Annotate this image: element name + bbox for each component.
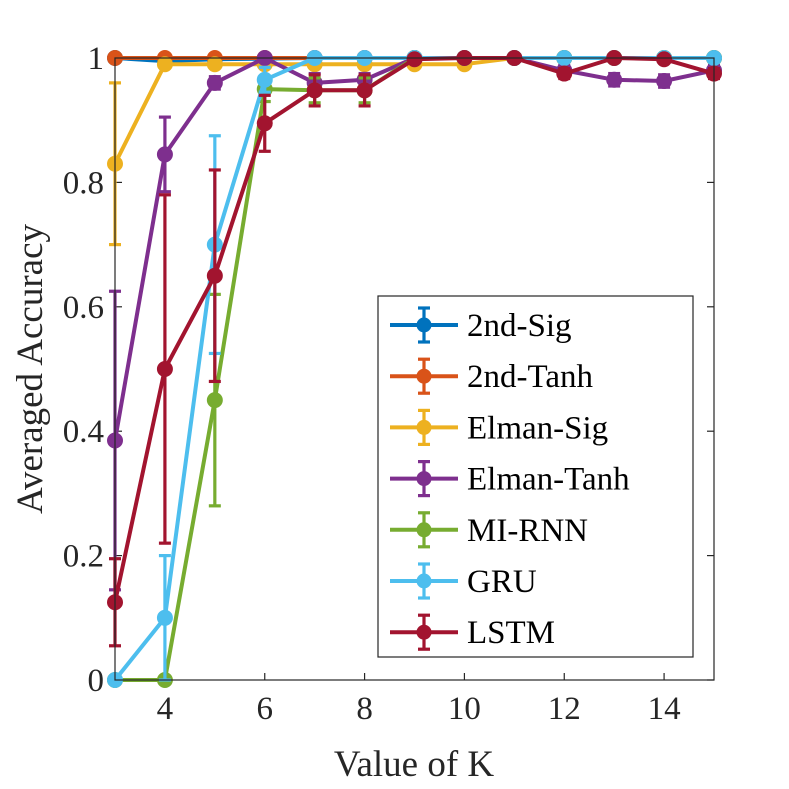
legend-label: Elman-Tanh xyxy=(467,462,630,498)
legend-label: 2nd-Sig xyxy=(467,308,572,344)
data-point xyxy=(156,609,173,626)
y-tick-label: 1 xyxy=(88,41,105,77)
data-point xyxy=(606,71,623,88)
legend-item-2nd-sig: 2nd-Sig xyxy=(390,306,572,344)
x-tick-label: 12 xyxy=(548,691,581,727)
data-point xyxy=(206,267,223,284)
legend-item-gru: GRU xyxy=(390,562,537,600)
data-point xyxy=(656,73,673,90)
y-tick-label: 0.8 xyxy=(63,165,104,201)
data-point xyxy=(556,65,573,82)
x-tick-label: 4 xyxy=(157,691,174,727)
data-point xyxy=(156,361,173,377)
y-tick-labels: 0 0.2 0.4 0.6 0.8 1 xyxy=(63,41,104,699)
legend-marker xyxy=(416,573,432,589)
legend-marker xyxy=(416,317,432,333)
y-tick-label: 0.6 xyxy=(63,290,104,326)
legend-marker xyxy=(416,419,432,435)
legend-label: MI-RNN xyxy=(467,513,588,549)
data-point xyxy=(406,51,423,68)
data-point xyxy=(656,51,673,68)
legend-item-2nd-tanh: 2nd-Tanh xyxy=(390,357,593,395)
data-point xyxy=(256,71,273,88)
legend-item-elman-tanh: Elman-Tanh xyxy=(390,460,630,498)
data-point xyxy=(206,56,223,73)
y-tick-label: 0 xyxy=(88,663,105,699)
data-point xyxy=(156,146,173,163)
legend-item-lstm: LSTM xyxy=(390,613,555,651)
legend-marker xyxy=(416,522,432,538)
data-point xyxy=(156,56,173,73)
legend-label: GRU xyxy=(467,564,537,600)
legend: 2nd-Sig 2nd-Tanh Elman-Sig Elman-Tanh MI-RNN… xyxy=(377,295,694,658)
data-point xyxy=(206,74,223,91)
x-tick-label: 14 xyxy=(648,691,681,727)
legend-item-elman-sig: Elman-Sig xyxy=(390,408,608,446)
legend-label: 2nd-Tanh xyxy=(467,359,593,395)
legend-label: Elman-Sig xyxy=(467,410,608,446)
x-tick-labels: 4 6 8 10 12 14 xyxy=(157,691,681,727)
legend-marker xyxy=(416,471,432,487)
x-tick-label: 6 xyxy=(257,691,274,727)
data-point xyxy=(356,82,373,99)
x-tick-label: 10 xyxy=(448,691,481,727)
y-tick-label: 0.2 xyxy=(63,539,104,575)
data-point xyxy=(306,82,323,99)
data-point xyxy=(206,392,223,409)
y-tick-label: 0.4 xyxy=(63,414,104,450)
legend-label: LSTM xyxy=(467,615,555,651)
legend-item-mi-rnn: MI-RNN xyxy=(390,511,588,549)
data-point xyxy=(256,115,273,132)
plot-frame xyxy=(114,57,715,681)
x-axis-label: Value of K xyxy=(334,744,495,785)
y-axis-label: Averaged Accuracy xyxy=(10,224,51,515)
x-tick-label: 8 xyxy=(356,691,373,727)
legend-marker xyxy=(416,624,432,640)
legend-marker xyxy=(416,368,432,384)
